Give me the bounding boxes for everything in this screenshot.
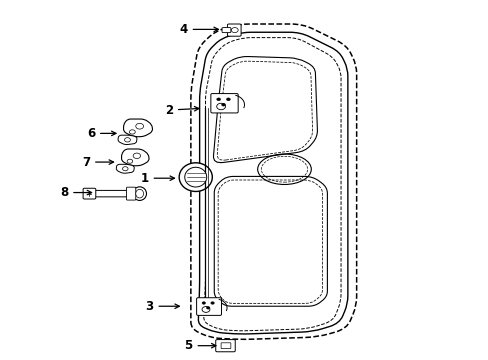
Ellipse shape: [136, 189, 143, 198]
Ellipse shape: [184, 167, 206, 187]
FancyBboxPatch shape: [215, 339, 235, 352]
Ellipse shape: [133, 187, 146, 201]
FancyBboxPatch shape: [92, 190, 136, 197]
Text: 6: 6: [86, 127, 116, 140]
Circle shape: [216, 98, 220, 101]
FancyBboxPatch shape: [222, 28, 230, 33]
Text: 8: 8: [60, 186, 91, 199]
FancyBboxPatch shape: [210, 94, 238, 113]
PathPatch shape: [122, 149, 149, 166]
PathPatch shape: [198, 32, 347, 334]
Circle shape: [206, 307, 209, 309]
FancyBboxPatch shape: [221, 343, 230, 348]
Text: 2: 2: [164, 104, 199, 117]
FancyBboxPatch shape: [196, 298, 221, 315]
Circle shape: [221, 103, 225, 106]
PathPatch shape: [116, 164, 134, 173]
Circle shape: [210, 302, 214, 304]
FancyBboxPatch shape: [83, 188, 96, 199]
Text: 3: 3: [145, 300, 179, 313]
Text: 5: 5: [184, 339, 216, 352]
Text: 7: 7: [82, 156, 113, 168]
FancyBboxPatch shape: [227, 24, 241, 36]
PathPatch shape: [118, 135, 137, 145]
FancyBboxPatch shape: [126, 187, 136, 200]
Circle shape: [202, 302, 205, 304]
Circle shape: [226, 98, 230, 101]
PathPatch shape: [123, 119, 152, 137]
Ellipse shape: [179, 163, 212, 192]
Text: 4: 4: [179, 23, 218, 36]
Text: 1: 1: [140, 172, 174, 185]
